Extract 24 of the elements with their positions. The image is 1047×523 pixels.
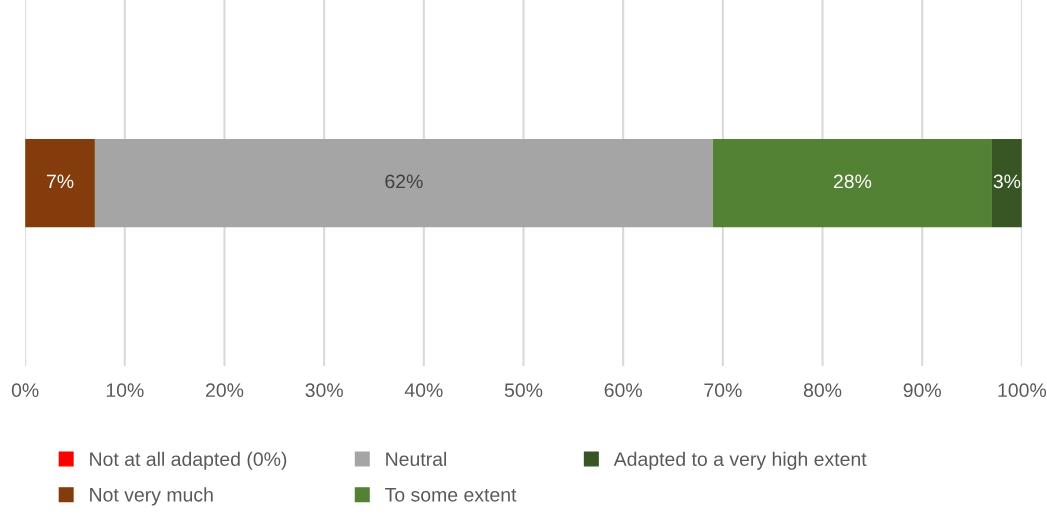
legend-label: To some extent (385, 488, 517, 502)
legend-label: Adapted to a very high extent (613, 451, 867, 470)
bar (94, 138, 713, 228)
x-tick-label: 30% (305, 383, 343, 398)
bar (712, 138, 992, 228)
legend-label: Neutral (386, 451, 447, 467)
x-tick-label: 100% (998, 383, 1047, 398)
x-tick-label: 70% (704, 383, 742, 398)
legend-label: Not at all adapted (0%) (90, 451, 287, 470)
data-label: 28% (833, 174, 872, 189)
bar (25, 138, 95, 228)
x-tick-label: 50% (504, 383, 543, 398)
data-label: 62% (385, 174, 423, 189)
x-tick-label: 0% (11, 383, 39, 398)
x-tick-label: 90% (903, 383, 941, 398)
data-label: 3% (993, 174, 1021, 189)
x-tick-label: 60% (604, 383, 642, 398)
x-tick-label: 20% (206, 383, 244, 398)
x-tick-label: 80% (803, 383, 842, 398)
bar (991, 138, 1022, 228)
x-tick-label: 40% (404, 383, 443, 398)
legend-label: Not very much (90, 487, 213, 506)
x-tick-label: 10% (106, 383, 144, 398)
data-label: 7% (46, 174, 74, 189)
